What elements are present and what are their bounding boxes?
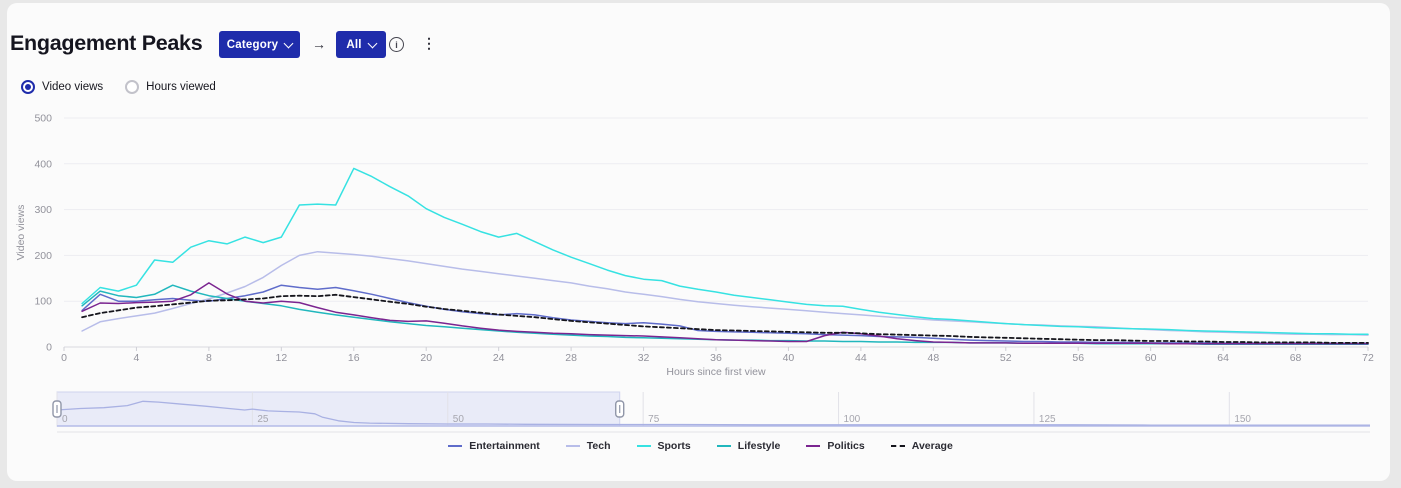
x-tick-label: 20 — [420, 352, 432, 364]
x-tick-label: 4 — [134, 352, 140, 364]
chart-legend: Entertainment Tech Sports Lifestyle Politics… — [0, 440, 1401, 452]
y-axis-title: Video views — [15, 205, 27, 261]
legend-item-average[interactable]: Average — [890, 440, 953, 452]
brush-tick-label: 125 — [1039, 414, 1056, 425]
legend-swatch-icon — [806, 445, 821, 447]
brush-tick-label: 100 — [844, 414, 861, 425]
brush-tick-label: 50 — [453, 414, 465, 425]
x-tick-label: 36 — [710, 352, 722, 364]
legend-swatch-icon — [448, 445, 463, 447]
radio-video-views[interactable]: Video views — [21, 80, 103, 94]
y-tick-label: 500 — [34, 113, 52, 125]
y-tick-label: 0 — [46, 342, 52, 354]
x-tick-label: 8 — [206, 352, 212, 364]
x-tick-label: 72 — [1362, 352, 1374, 364]
chevron-down-icon — [367, 38, 378, 48]
time-range-brush[interactable]: 0 25 50 75 100 125 150 — [0, 388, 1401, 436]
x-tick-label: 12 — [275, 352, 287, 364]
series-line-politics — [81, 282, 1369, 345]
x-axis: 0 4 8 12 16 20 24 28 32 36 40 44 48 52 56 60 64 68 72 — [61, 347, 1374, 364]
brush-tick-label: 0 — [62, 414, 68, 425]
x-tick-label: 68 — [1290, 352, 1302, 364]
y-tick-label: 200 — [34, 250, 52, 262]
x-axis-title: Hours since first view — [666, 366, 766, 378]
info-glyph: i — [395, 39, 398, 50]
x-tick-label: 48 — [927, 352, 939, 364]
chevron-down-icon — [283, 38, 294, 48]
x-tick-label: 24 — [493, 352, 505, 364]
legend-item-tech[interactable]: Tech — [565, 440, 611, 452]
x-tick-label: 16 — [348, 352, 360, 364]
radio-hours-viewed-label: Hours viewed — [146, 81, 216, 93]
x-tick-label: 52 — [1000, 352, 1012, 364]
legend-item-lifestyle[interactable]: Lifestyle — [716, 440, 781, 452]
kebab-menu-icon[interactable]: ⋮ — [422, 35, 436, 51]
legend-item-entertainment[interactable]: Entertainment — [448, 440, 540, 452]
legend-label: Average — [911, 440, 953, 452]
radio-unselected-icon[interactable] — [125, 80, 140, 94]
brush-tick-label: 25 — [257, 414, 269, 425]
legend-swatch-icon — [890, 445, 905, 447]
x-tick-label: 32 — [638, 352, 650, 364]
brush-tick-label: 75 — [648, 414, 660, 425]
filter-all-label: All — [346, 38, 362, 51]
x-tick-label: 0 — [61, 352, 67, 364]
y-tick-label: 300 — [34, 204, 52, 216]
x-tick-label: 56 — [1072, 352, 1084, 364]
radio-hours-viewed[interactable]: Hours viewed — [125, 80, 216, 94]
y-gridlines: 0 100 200 300 400 500 — [34, 113, 1368, 354]
series-line-sports — [81, 167, 1369, 335]
category-dropdown-label: Category — [226, 38, 279, 51]
metric-toggle-group: Video views Hours viewed — [21, 80, 216, 94]
brush-handle-right[interactable] — [615, 400, 625, 418]
y-tick-label: 100 — [34, 296, 52, 308]
x-tick-label: 64 — [1217, 352, 1229, 364]
y-tick-label: 400 — [34, 158, 52, 170]
x-tick-label: 44 — [855, 352, 867, 364]
brush-tick-label: 150 — [1234, 414, 1251, 425]
x-tick-label: 40 — [783, 352, 795, 364]
legend-label: Sports — [657, 440, 691, 452]
legend-swatch-icon — [565, 445, 580, 447]
page-title: Engagement Peaks — [10, 31, 203, 55]
info-icon[interactable]: i — [389, 37, 404, 52]
series-line-average — [81, 293, 1369, 344]
radio-video-views-label: Video views — [42, 81, 104, 93]
legend-label: Entertainment — [469, 440, 540, 452]
legend-swatch-icon — [636, 445, 651, 447]
radio-selected-icon[interactable] — [21, 80, 35, 94]
legend-label: Politics — [827, 440, 865, 452]
legend-item-sports[interactable]: Sports — [636, 440, 691, 452]
legend-label: Lifestyle — [737, 440, 781, 452]
legend-item-politics[interactable]: Politics — [806, 440, 865, 452]
brush-overview-line — [56, 400, 1370, 426]
filter-all-dropdown-button[interactable]: All — [336, 31, 386, 58]
brush-handle-left[interactable] — [52, 400, 62, 418]
x-tick-label: 60 — [1145, 352, 1157, 364]
category-dropdown-button[interactable]: Category — [219, 31, 300, 58]
legend-label: Tech — [586, 440, 611, 452]
legend-swatch-icon — [716, 445, 731, 447]
x-tick-label: 28 — [565, 352, 577, 364]
arrow-right-icon: → — [312, 36, 326, 52]
